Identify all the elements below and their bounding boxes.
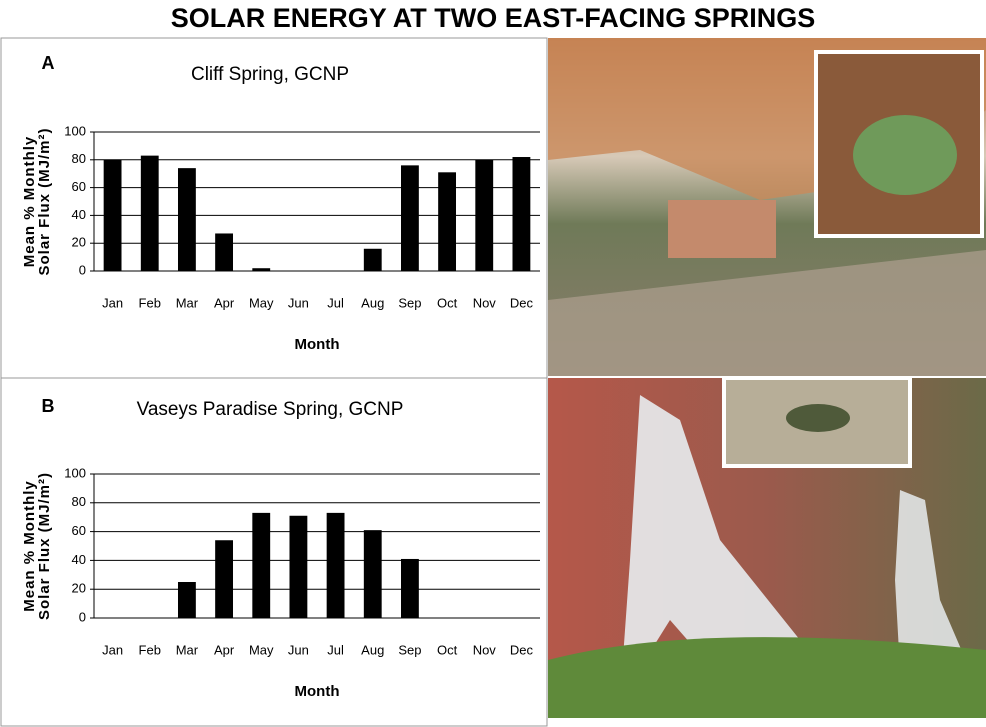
x-tick-label: May [249, 295, 274, 310]
bar [364, 530, 382, 618]
y-tick-label: 20 [72, 581, 86, 596]
y-tick-label: 80 [72, 151, 86, 166]
x-tick-label: Jan [102, 642, 123, 657]
x-tick-label: Sep [398, 295, 421, 310]
page: SOLAR ENERGY AT TWO EAST-FACING SPRINGS … [0, 0, 986, 727]
x-tick-label: Jul [327, 295, 344, 310]
x-tick-label: Oct [437, 295, 458, 310]
x-tick-label: Nov [473, 295, 497, 310]
x-tick-label: Mar [176, 642, 199, 657]
x-tick-label: Jun [288, 295, 309, 310]
y-tick-label: 0 [79, 262, 86, 277]
bar [215, 540, 233, 618]
bar [438, 172, 456, 271]
x-tick-label: Oct [437, 642, 458, 657]
y-axis-label: Solar Flux (MJ/m²) [36, 472, 53, 620]
x-tick-label: Aug [361, 642, 384, 657]
bar [252, 513, 270, 618]
figure: SOLAR ENERGY AT TWO EAST-FACING SPRINGS … [0, 0, 986, 727]
bar [327, 513, 345, 618]
bar [252, 268, 270, 271]
bar [104, 160, 122, 271]
bar [475, 160, 493, 271]
y-tick-label: 100 [64, 123, 86, 138]
x-tick-label: Apr [214, 295, 235, 310]
y-tick-label: 80 [72, 494, 86, 509]
chart-title: Cliff Spring, GCNP [191, 64, 349, 85]
y-axis-label: Solar Flux (MJ/m²) [36, 127, 53, 275]
x-tick-label: Jan [102, 295, 123, 310]
bar [178, 168, 196, 271]
x-tick-label: Dec [510, 642, 534, 657]
x-tick-label: Apr [214, 642, 235, 657]
figure-title: SOLAR ENERGY AT TWO EAST-FACING SPRINGS [171, 3, 816, 33]
y-tick-label: 60 [72, 179, 86, 194]
bar [364, 249, 382, 271]
y-tick-label: 0 [79, 609, 86, 624]
x-tick-label: Mar [176, 295, 199, 310]
bar [289, 516, 307, 618]
x-tick-label: Jul [327, 642, 344, 657]
panel-label: B [42, 396, 55, 416]
chart-title: Vaseys Paradise Spring, GCNP [137, 399, 404, 420]
bar [401, 559, 419, 618]
y-tick-label: 60 [72, 523, 86, 538]
photo-cliff-spring [548, 38, 986, 376]
x-tick-label: Dec [510, 295, 534, 310]
y-tick-label: 20 [72, 235, 86, 250]
x-tick-label: Feb [139, 295, 161, 310]
x-tick-label: May [249, 642, 274, 657]
x-axis-label: Month [295, 336, 340, 353]
bar [512, 157, 530, 271]
x-tick-label: Jun [288, 642, 309, 657]
photo-vaseys-paradise [548, 378, 986, 718]
x-tick-label: Nov [473, 642, 497, 657]
y-tick-label: 100 [64, 465, 86, 480]
x-tick-label: Aug [361, 295, 384, 310]
x-axis-label: Month [295, 683, 340, 700]
x-tick-label: Feb [139, 642, 161, 657]
bar [215, 233, 233, 271]
bar [178, 582, 196, 618]
bar [141, 156, 159, 271]
x-tick-label: Sep [398, 642, 421, 657]
y-tick-label: 40 [72, 552, 86, 567]
panel-label: A [42, 53, 55, 73]
bar [401, 165, 419, 271]
y-tick-label: 40 [72, 207, 86, 222]
